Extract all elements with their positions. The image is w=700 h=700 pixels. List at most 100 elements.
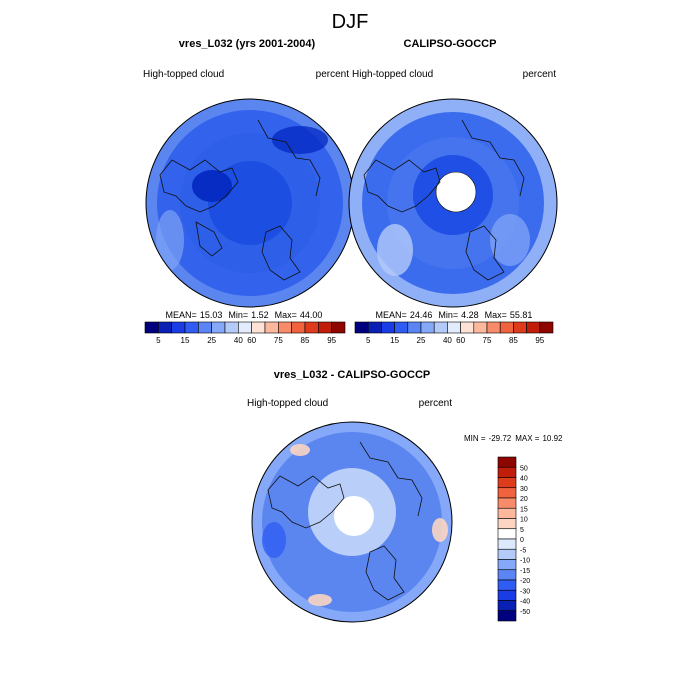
colorbar-tick-label: 5 — [156, 336, 161, 345]
panel-stats: MEAN= 24.46 Min= 4.28 Max= 55.81 — [376, 310, 533, 320]
colorbar-box — [497, 477, 517, 489]
colorbar-box — [497, 456, 517, 468]
colorbar-box — [420, 321, 435, 334]
colorbar-box — [158, 321, 172, 334]
colorbar-box — [497, 569, 517, 581]
colorbar-tick-label: -20 — [520, 578, 530, 585]
colorbar-tick-label: 60 — [247, 336, 256, 345]
colorbar-box — [381, 321, 395, 334]
colorbar-box — [497, 589, 517, 601]
polar-map — [146, 99, 354, 307]
coastline — [365, 545, 405, 601]
colorbar-box — [497, 579, 517, 591]
panel-stats: MEAN= 15.03 Min= 1.52 Max= 44.00 — [166, 310, 323, 320]
map-pole-interior — [334, 496, 374, 536]
panel-left-label: High-topped cloud — [352, 69, 433, 80]
colorbar-box — [433, 321, 448, 334]
colorbar-box — [367, 321, 382, 334]
colorbar-tick-label: 5 — [520, 527, 524, 534]
polar-map — [349, 99, 557, 307]
colorbar-box — [497, 600, 517, 612]
panel-observation: CALIPSO-GOCCP High-topped cloud percent … — [348, 38, 558, 345]
colorbar-box — [460, 321, 475, 334]
coastline — [159, 159, 239, 213]
colorbar-box — [497, 548, 517, 560]
colorbar-tick-label: -50 — [520, 609, 530, 616]
colorbar-tick-label: -40 — [520, 599, 530, 606]
panel-left-label: High-topped cloud — [143, 69, 224, 80]
colorbar-box — [291, 321, 306, 334]
colorbar-tick-label: 30 — [520, 486, 528, 493]
map-region — [290, 444, 310, 456]
colorbar-tick-label: -5 — [520, 547, 526, 554]
panel-units-label: percent — [419, 398, 453, 409]
colorbar-box — [447, 321, 461, 334]
panel-stats: MIN = -29.72 MAX = 10.92 — [464, 434, 563, 443]
colorbar-box — [497, 559, 517, 571]
colorbar-box — [497, 518, 517, 530]
colorbar-tick-label: 15 — [520, 506, 528, 513]
colorbar-box — [184, 321, 199, 334]
map-border — [348, 98, 558, 308]
colorbar-box — [513, 321, 527, 334]
colorbar-box — [407, 321, 422, 334]
panel-title: CALIPSO-GOCCP — [404, 38, 497, 50]
colorbar-box — [354, 321, 369, 334]
colorbar-tick-label: 20 — [520, 496, 528, 503]
colorbar-box — [144, 321, 159, 334]
colorbar-tick-label: 50 — [520, 465, 528, 472]
colorbar-tick-label: 25 — [417, 336, 426, 345]
colorbar-tick-label: 60 — [456, 336, 465, 345]
map-region — [377, 224, 413, 276]
coastline — [359, 441, 423, 517]
map-region — [490, 214, 530, 266]
coastline — [363, 159, 441, 213]
colorbar-box — [497, 538, 517, 550]
colorbar-tick-label: 5 — [366, 336, 371, 345]
colorbar-box — [211, 321, 226, 334]
colorbar-box — [304, 321, 319, 334]
figure-title: DJF — [332, 11, 369, 33]
colorbar-box — [497, 487, 517, 499]
colorbar-tick-label: 40 — [234, 336, 243, 345]
colorbar-box — [224, 321, 239, 334]
panel-left-label: High-topped cloud — [247, 398, 328, 409]
colorbar-box — [526, 321, 541, 334]
coastline — [465, 225, 505, 281]
polar-map — [252, 422, 452, 622]
colorbar-box — [251, 321, 266, 334]
colorbar-tick-label: -15 — [520, 568, 530, 575]
panel-title: vres_L032 (yrs 2001-2004) — [179, 38, 316, 50]
map-region — [432, 518, 448, 542]
coastline — [195, 221, 223, 257]
map-border — [251, 421, 453, 623]
colorbar-horizontal: 5 15 25 40 60 75 85 95 — [354, 321, 554, 345]
colorbar-tick-label: 85 — [509, 336, 518, 345]
colorbar-tick-label: 10 — [520, 517, 528, 524]
coastline — [267, 475, 345, 529]
map-region — [262, 522, 286, 558]
colorbar-box — [394, 321, 409, 334]
colorbar-tick-label: 0 — [520, 537, 524, 544]
panel-title: vres_L032 - CALIPSO-GOCCP — [274, 369, 431, 381]
coastline — [461, 119, 525, 197]
colorbar-box — [264, 321, 279, 334]
colorbar-tick-label: 95 — [535, 336, 544, 345]
colorbar-tick-label: -10 — [520, 558, 530, 565]
colorbar-tick-label: 15 — [181, 336, 190, 345]
colorbar-tick-label: 95 — [327, 336, 336, 345]
colorbar-box — [171, 321, 186, 334]
map-region — [272, 126, 328, 154]
colorbar-box — [473, 321, 488, 334]
panel-model: vres_L032 (yrs 2001-2004) High-topped cl… — [143, 38, 355, 345]
map-pole-interior — [435, 171, 477, 213]
colorbar-box — [497, 610, 517, 622]
colorbar-box — [331, 321, 346, 334]
colorbar-tick-label: 40 — [443, 336, 452, 345]
panel-units-label: percent — [316, 69, 350, 80]
colorbar-box — [539, 321, 554, 334]
colorbar-box — [278, 321, 292, 334]
